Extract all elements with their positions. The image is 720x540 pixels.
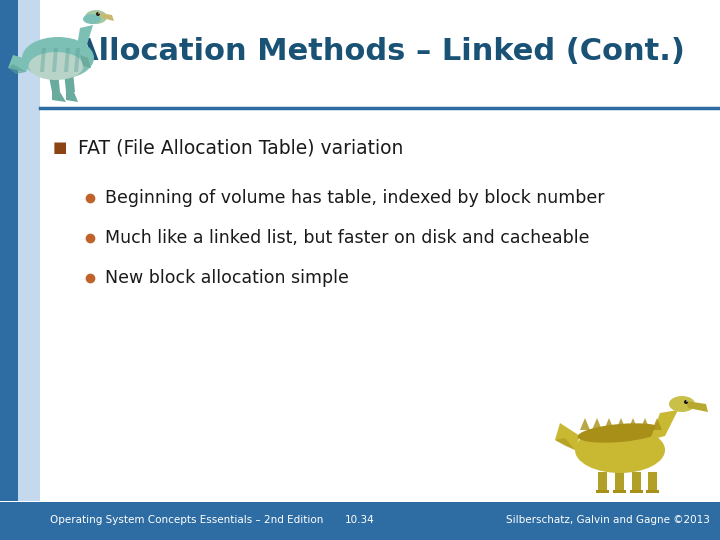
Polygon shape [615, 472, 624, 490]
Ellipse shape [85, 10, 107, 24]
Text: FAT (File Allocation Table) variation: FAT (File Allocation Table) variation [78, 138, 403, 158]
Text: ■: ■ [53, 140, 67, 156]
Ellipse shape [22, 37, 94, 79]
Polygon shape [555, 423, 580, 450]
Ellipse shape [96, 12, 100, 16]
Ellipse shape [577, 423, 662, 443]
Polygon shape [648, 472, 657, 490]
FancyBboxPatch shape [40, 0, 720, 105]
Text: Operating System Concepts Essentials – 2nd Edition: Operating System Concepts Essentials – 2… [50, 515, 323, 525]
Ellipse shape [98, 12, 100, 14]
Ellipse shape [83, 14, 101, 24]
Ellipse shape [29, 52, 84, 80]
Polygon shape [52, 48, 58, 72]
Polygon shape [650, 410, 678, 440]
Text: New block allocation simple: New block allocation simple [105, 269, 349, 287]
FancyBboxPatch shape [0, 0, 18, 501]
Polygon shape [604, 418, 614, 430]
Polygon shape [613, 490, 626, 493]
Text: Much like a linked list, but faster on disk and cacheable: Much like a linked list, but faster on d… [105, 229, 590, 247]
Polygon shape [616, 418, 626, 430]
Polygon shape [592, 418, 602, 430]
Ellipse shape [684, 400, 688, 404]
Polygon shape [74, 48, 80, 72]
Polygon shape [66, 92, 78, 102]
Polygon shape [632, 472, 641, 490]
Text: 10.34: 10.34 [345, 515, 375, 525]
Text: Allocation Methods – Linked (Cont.): Allocation Methods – Linked (Cont.) [75, 37, 685, 66]
Text: Beginning of volume has table, indexed by block number: Beginning of volume has table, indexed b… [105, 189, 605, 207]
Polygon shape [48, 72, 60, 92]
Polygon shape [598, 472, 607, 490]
Polygon shape [100, 13, 114, 21]
Polygon shape [555, 438, 575, 450]
Ellipse shape [686, 400, 688, 402]
FancyBboxPatch shape [0, 502, 720, 540]
Ellipse shape [575, 427, 665, 473]
Polygon shape [630, 490, 643, 493]
Polygon shape [580, 418, 590, 430]
Polygon shape [652, 418, 662, 430]
FancyBboxPatch shape [18, 0, 40, 501]
Polygon shape [76, 25, 93, 52]
Polygon shape [686, 401, 708, 412]
Ellipse shape [669, 396, 695, 412]
Polygon shape [64, 72, 75, 92]
Polygon shape [40, 48, 46, 72]
Polygon shape [52, 92, 66, 102]
Polygon shape [8, 55, 30, 72]
Polygon shape [640, 418, 650, 430]
Polygon shape [8, 64, 26, 74]
Polygon shape [646, 490, 659, 493]
Polygon shape [628, 418, 638, 430]
Polygon shape [596, 490, 609, 493]
Polygon shape [80, 55, 91, 68]
Polygon shape [64, 48, 70, 72]
Text: Silberschatz, Galvin and Gagne ©2013: Silberschatz, Galvin and Gagne ©2013 [506, 515, 710, 525]
